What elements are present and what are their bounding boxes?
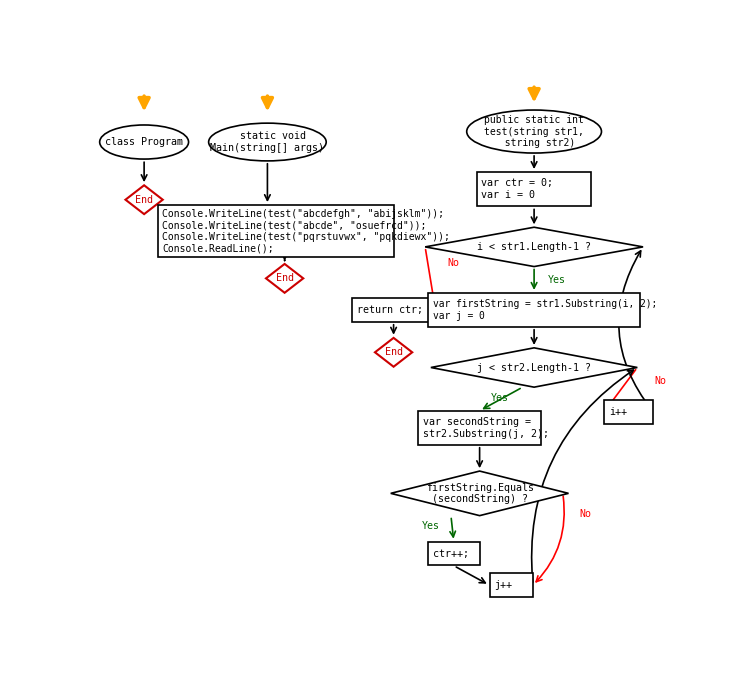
Text: No: No [654, 376, 666, 385]
FancyBboxPatch shape [605, 400, 653, 424]
Text: var secondString =
str2.Substring(j, 2);: var secondString = str2.Substring(j, 2); [423, 417, 548, 439]
Text: Yes: Yes [548, 274, 566, 285]
Text: No: No [448, 257, 460, 268]
Text: Console.WriteLine(test("abcdefgh", "abijsklm"));
Console.WriteLine(test("abcde",: Console.WriteLine(test("abcdefgh", "abij… [163, 209, 451, 253]
Text: firstString.Equals
(secondString) ?: firstString.Equals (secondString) ? [425, 483, 534, 504]
Text: j < str2.Length-1 ?: j < str2.Length-1 ? [477, 362, 591, 373]
Polygon shape [126, 185, 163, 214]
Polygon shape [375, 338, 412, 366]
Ellipse shape [209, 123, 326, 161]
Text: ctr++;: ctr++; [433, 549, 468, 558]
Ellipse shape [100, 125, 189, 159]
FancyBboxPatch shape [428, 542, 480, 565]
Text: End: End [385, 347, 403, 358]
Polygon shape [431, 348, 637, 387]
Ellipse shape [467, 110, 602, 153]
Text: i < str1.Length-1 ?: i < str1.Length-1 ? [477, 242, 591, 252]
Text: j++: j++ [494, 580, 512, 590]
FancyBboxPatch shape [477, 172, 591, 206]
Text: var firstString = str1.Substring(i, 2);
var j = 0: var firstString = str1.Substring(i, 2); … [433, 299, 657, 321]
FancyBboxPatch shape [158, 205, 394, 257]
Text: return ctr;: return ctr; [357, 305, 423, 315]
FancyBboxPatch shape [490, 573, 533, 597]
Text: class Program: class Program [105, 137, 183, 147]
Polygon shape [391, 471, 568, 516]
FancyBboxPatch shape [352, 298, 435, 321]
Polygon shape [266, 264, 303, 293]
Text: End: End [135, 195, 153, 205]
Text: var ctr = 0;
var i = 0: var ctr = 0; var i = 0 [481, 178, 554, 200]
Text: public static int
test(string str1,
  string str2): public static int test(string str1, stri… [484, 115, 584, 148]
Text: static void
Main(string[] args): static void Main(string[] args) [210, 131, 324, 153]
Polygon shape [425, 227, 643, 266]
Text: No: No [579, 509, 592, 520]
Text: Yes: Yes [491, 393, 508, 402]
Text: Yes: Yes [422, 521, 440, 531]
Text: i++: i++ [609, 407, 627, 417]
Text: End: End [275, 273, 294, 283]
FancyBboxPatch shape [418, 411, 541, 445]
FancyBboxPatch shape [428, 293, 640, 327]
